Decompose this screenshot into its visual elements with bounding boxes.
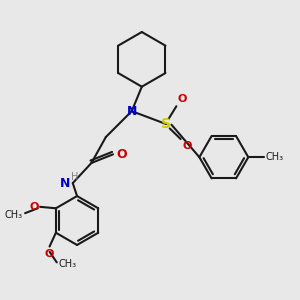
Text: CH₃: CH₃: [5, 210, 23, 220]
Text: O: O: [182, 141, 191, 152]
Text: O: O: [29, 202, 39, 212]
Text: S: S: [161, 117, 171, 131]
Text: O: O: [116, 148, 127, 161]
Text: O: O: [178, 94, 187, 104]
Text: CH₃: CH₃: [266, 152, 284, 162]
Text: N: N: [127, 105, 137, 118]
Text: N: N: [60, 177, 70, 190]
Text: CH₃: CH₃: [58, 259, 76, 269]
Text: H: H: [71, 172, 79, 182]
Text: O: O: [45, 249, 54, 259]
